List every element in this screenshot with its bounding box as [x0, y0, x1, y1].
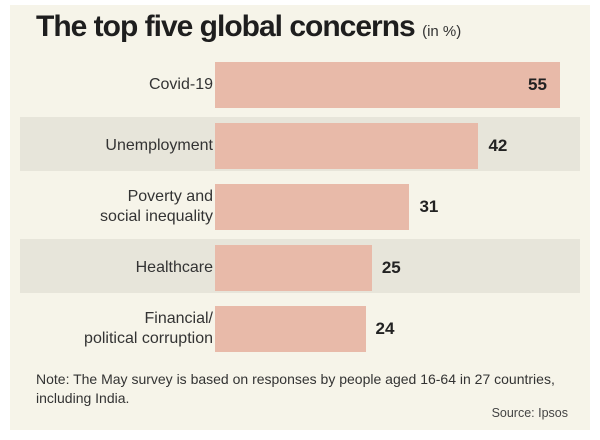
- bar-3: [215, 245, 372, 291]
- value-label: 42: [488, 136, 508, 155]
- chart-title: The top five global concerns (in %): [36, 10, 461, 44]
- category-label-line: Healthcare: [135, 259, 213, 276]
- bar-2: [215, 184, 410, 230]
- category-label-line: political corruption: [84, 330, 213, 347]
- bar-0: [215, 62, 560, 108]
- note-text: Note: The May survey is based on respons…: [36, 371, 555, 406]
- category-label-line: social inequality: [100, 208, 213, 225]
- value-label: 55: [528, 75, 547, 94]
- title-text: The top five global concerns: [36, 10, 416, 43]
- category-label: Covid-19: [149, 75, 213, 95]
- category-label-line: Financial/: [144, 310, 213, 327]
- category-label: Poverty and social inequality: [100, 187, 213, 227]
- bar-4: [215, 306, 366, 352]
- value-label: 24: [375, 319, 395, 338]
- category-label-line: Covid-19: [148, 76, 213, 93]
- category-label-line: Unemployment: [105, 137, 213, 154]
- category-label: Healthcare: [136, 258, 213, 278]
- category-label: Unemployment: [105, 136, 213, 156]
- value-label: 25: [381, 258, 401, 277]
- category-label-line: Poverty and: [127, 188, 213, 205]
- value-label: 31: [419, 197, 439, 216]
- source-text: Source: Ipsos: [491, 406, 568, 420]
- unit-label: (in %): [422, 23, 462, 40]
- bar-1: [215, 123, 479, 169]
- category-label: Financial/political corruption: [84, 309, 213, 349]
